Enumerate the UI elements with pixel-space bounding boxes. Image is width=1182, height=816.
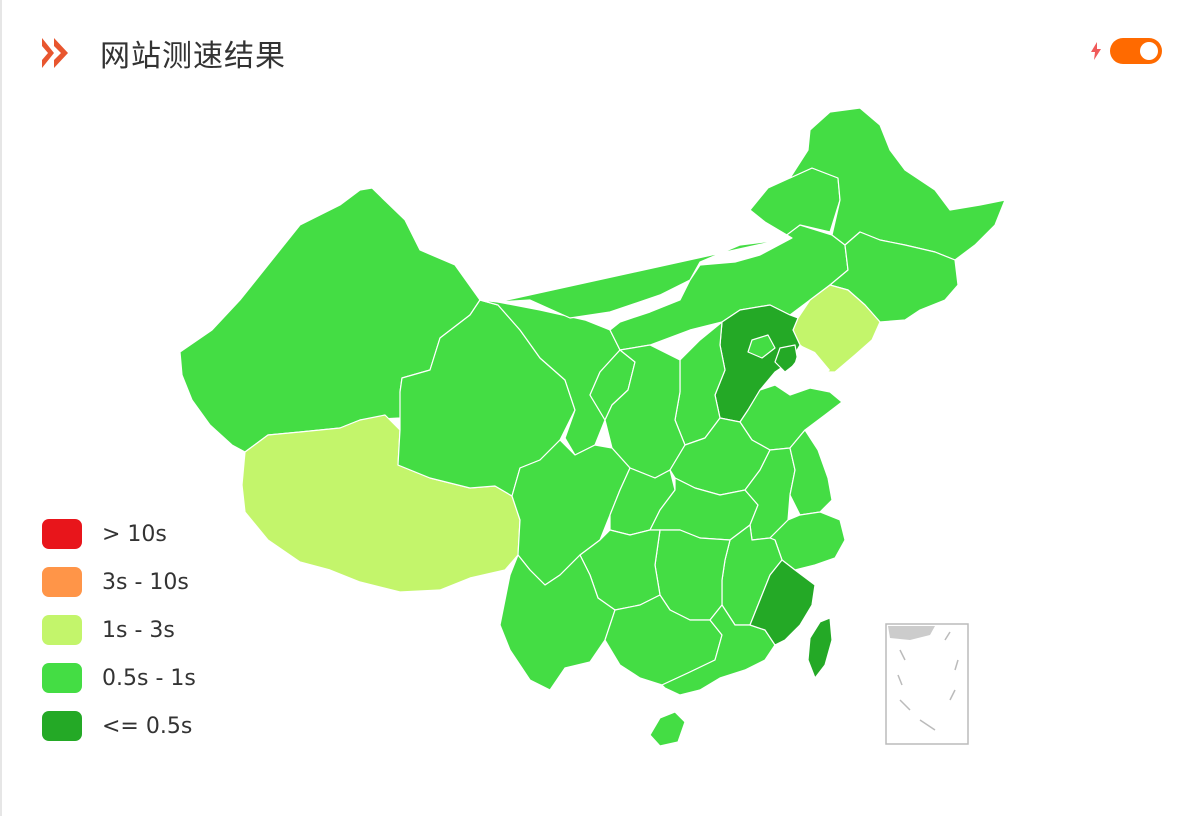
legend-label: <= 0.5s — [102, 713, 193, 739]
fast-mode-toggle[interactable] — [1110, 38, 1162, 64]
page-title: 网站测速结果 — [100, 39, 286, 74]
toggle-knob — [1140, 42, 1158, 60]
double-chevron-icon — [42, 38, 68, 68]
legend-swatch — [42, 567, 82, 597]
region-yunnan[interactable] — [499, 554, 616, 691]
region-gansu[interactable] — [479, 299, 621, 456]
south-china-sea-inset — [885, 623, 969, 745]
region-fujian[interactable] — [749, 559, 816, 646]
toggle-group — [1090, 38, 1162, 64]
legend-swatch — [42, 519, 82, 549]
region-taiwan[interactable] — [807, 617, 833, 679]
region-hainan[interactable] — [649, 711, 686, 747]
region-jiangsu[interactable] — [789, 429, 833, 516]
legend: > 10s 3s - 10s 1s - 3s 0.5s - 1s <= 0.5s — [42, 510, 196, 750]
legend-item-3s-10s[interactable]: 3s - 10s — [42, 558, 196, 606]
bohai-sea — [785, 345, 830, 390]
legend-item-0.5s-1s[interactable]: 0.5s - 1s — [42, 654, 196, 702]
legend-label: 3s - 10s — [102, 569, 189, 595]
legend-swatch — [42, 615, 82, 645]
region-anhui[interactable] — [744, 447, 796, 541]
legend-swatch — [42, 663, 82, 693]
legend-label: 1s - 3s — [102, 617, 175, 643]
region-sichuan[interactable] — [511, 439, 631, 586]
header: 网站测速结果 — [40, 28, 286, 78]
region-guangdong[interactable] — [661, 604, 776, 696]
legend-swatch — [42, 711, 82, 741]
legend-item-1s-3s[interactable]: 1s - 3s — [42, 606, 196, 654]
legend-item-under-0.5s[interactable]: <= 0.5s — [42, 702, 196, 750]
legend-label: 0.5s - 1s — [102, 665, 196, 691]
left-divider — [0, 0, 2, 816]
region-beijing[interactable] — [747, 334, 776, 359]
lightning-icon — [1091, 42, 1101, 60]
legend-label: > 10s — [102, 521, 167, 547]
legend-item-over-10s[interactable]: > 10s — [42, 510, 196, 558]
